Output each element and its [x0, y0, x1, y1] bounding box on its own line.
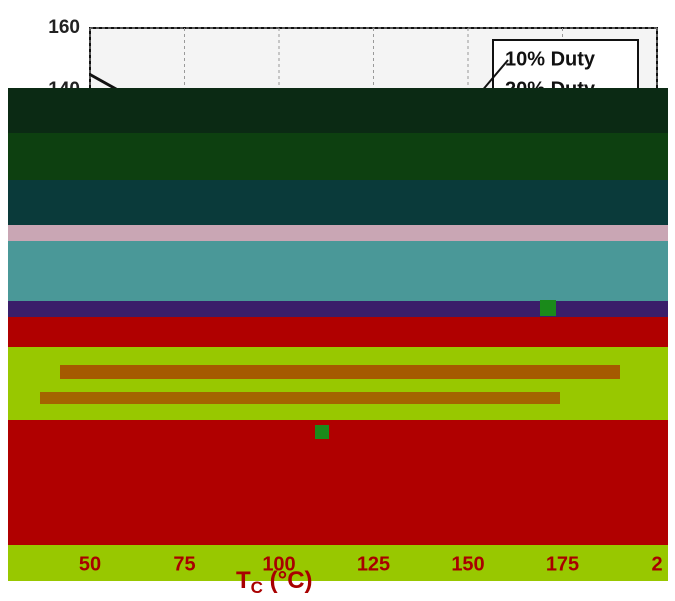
x-tick-label: 125 — [357, 553, 390, 575]
band — [8, 317, 668, 347]
corruption-bands — [8, 88, 668, 581]
x-tick-label: 2 — [651, 553, 662, 575]
x-tick-label: 75 — [173, 553, 195, 575]
band — [8, 545, 668, 581]
band — [8, 241, 668, 301]
band-noise — [40, 392, 560, 404]
x-tick-label: 150 — [451, 553, 484, 575]
y-tick-label: 160 — [48, 17, 80, 38]
x-axis-label-main: T — [236, 567, 251, 594]
band-noise — [60, 365, 620, 379]
x-axis-label-sub: C — [251, 578, 263, 597]
x-axis-label: TC (°C) — [236, 567, 313, 597]
band — [8, 420, 668, 545]
band — [8, 301, 668, 317]
band — [8, 347, 668, 420]
band — [8, 180, 668, 225]
band — [8, 225, 668, 241]
band — [8, 88, 668, 133]
x-tick-label: 100 — [262, 553, 295, 575]
x-axis-label-unit: (°C) — [263, 567, 313, 594]
band — [8, 133, 668, 180]
x-tick-label: 50 — [79, 553, 101, 575]
legend-label: 10% Duty — [505, 48, 596, 70]
band-noise — [540, 300, 556, 316]
band-noise — [315, 425, 329, 439]
x-tick-label: 175 — [546, 553, 579, 575]
axis-labels: TC (°C) 50 75 100 125 150 175 2 — [79, 553, 663, 597]
